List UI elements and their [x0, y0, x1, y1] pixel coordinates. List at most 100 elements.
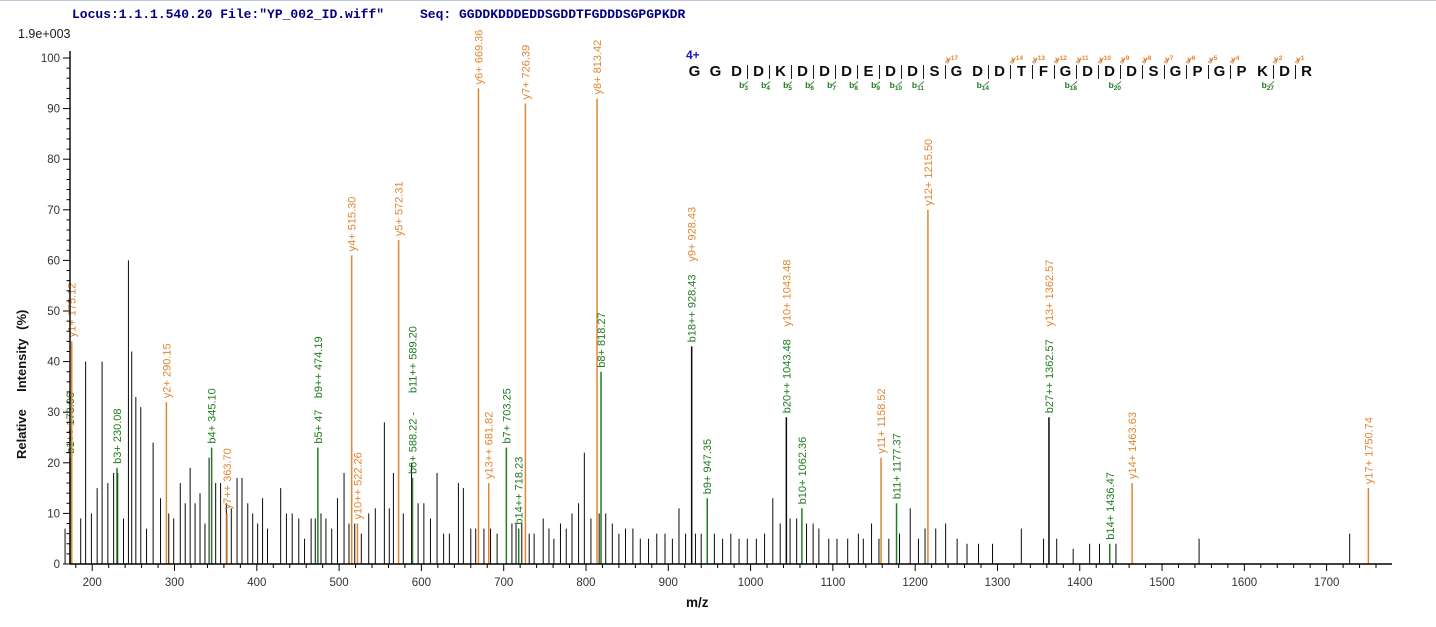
- y-axis-tick-label: 30: [47, 407, 60, 419]
- peak-label: y7+ 726.39: [520, 45, 532, 100]
- x-axis-tick-label: 1100: [821, 577, 846, 589]
- cleavage-divider: y17: [945, 55, 958, 79]
- residue-letter: R: [1301, 63, 1312, 80]
- peak-label: y10++ 522.26: [352, 452, 364, 519]
- residue-letter: G: [688, 63, 701, 80]
- residue-letter: E: [863, 63, 874, 80]
- cleavage-divider: b7: [827, 65, 836, 92]
- residue-letter: D: [731, 63, 742, 80]
- y-ion-number: 6: [1191, 55, 1196, 62]
- cleavage-divider: y8: [1142, 55, 1151, 79]
- peak-label: b3+ 230.08: [112, 408, 124, 463]
- cleavage-divider: y4: [1230, 55, 1239, 79]
- cleavage-divider: y1: [1295, 55, 1304, 79]
- y-axis-tick-label: 90: [47, 104, 60, 116]
- x-axis-tick-label: 500: [330, 577, 349, 589]
- residue-letter: D: [1279, 63, 1290, 80]
- x-axis-tick-label: 300: [165, 577, 184, 589]
- x-axis-tick-label: 1700: [1314, 577, 1340, 589]
- peak-label: b20++ 1043.48: [781, 339, 793, 413]
- peak-label: y13+ 1362.57: [1044, 260, 1056, 327]
- b-ion-number: 20: [1113, 85, 1121, 92]
- x-axis-tick-label: 600: [412, 577, 431, 589]
- y-ion-label: y8: [1143, 54, 1152, 64]
- b-ion-label: b6: [805, 80, 814, 93]
- y-ion-number: 8: [1147, 55, 1152, 62]
- residue-letter: K: [775, 63, 786, 80]
- residue-letter: T: [1016, 63, 1027, 80]
- y-axis-tick-label: 80: [47, 154, 60, 166]
- peak-label: b8+ 818.27: [596, 312, 608, 367]
- y-ion-number: 11: [1081, 55, 1089, 62]
- peak-label: b11++ 589.20: [408, 326, 420, 393]
- b-ion-label: b7: [827, 80, 836, 93]
- y-ion-label: y13: [1033, 54, 1045, 64]
- cleavage-divider: y7: [1164, 55, 1173, 79]
- peak-label: y4+ 515.30: [347, 197, 359, 252]
- x-axis-tick-label: 1300: [985, 577, 1011, 589]
- peak-label: y6+ 669.36: [473, 30, 485, 85]
- cleavage-divider: y11 b18: [1065, 55, 1089, 93]
- b-ion-number: 11: [917, 85, 924, 92]
- peak-label: b14+ 1436.47: [1105, 472, 1117, 540]
- residue-letter: D: [1126, 63, 1137, 80]
- peak-label: y17+ 1750.74: [1363, 417, 1375, 484]
- cleavage-divider: y13: [1032, 55, 1045, 79]
- y-axis-tick-label: 50: [47, 306, 60, 318]
- y-ion-label: y10: [1099, 54, 1111, 64]
- peak-label: y12+ 1215.50: [923, 139, 935, 206]
- y-ion-number: 13: [1037, 55, 1045, 62]
- y-ion-label: y12: [1055, 54, 1067, 64]
- b-ion-label: b18: [1064, 80, 1077, 93]
- y-ion-label: y11: [1077, 54, 1089, 64]
- y-axis-tick-label: 100: [41, 53, 60, 65]
- sequence-text: Seq: GGDDKDDDEDDSGDDTFGDDDSGPGPKDR: [420, 7, 686, 22]
- b-ion-number: 5: [788, 85, 792, 92]
- residue-letter: D: [797, 63, 808, 80]
- residue-letter: D: [994, 63, 1005, 80]
- residue-letter: D: [907, 63, 918, 80]
- peak-label: b10+ 1062.36: [797, 437, 809, 505]
- cleavage-divider: b4: [761, 65, 770, 92]
- peak-label: b5+ 47: [313, 410, 325, 444]
- cleavage-divider: y2 b27: [1262, 55, 1283, 93]
- peak-label: y7++ 363.70: [222, 448, 234, 509]
- cleavage-divider: y6: [1186, 55, 1195, 79]
- y-ion-label: y2: [1274, 54, 1283, 64]
- y-ion-label: y9: [1121, 54, 1130, 64]
- x-axis-tick-label: 700: [494, 577, 513, 589]
- y-ion-number: 2: [1278, 55, 1283, 62]
- residue-letter: G: [1213, 63, 1226, 80]
- residue-letter: D: [841, 63, 852, 80]
- b-ion-number: 10: [894, 85, 902, 92]
- y-ion-number: 9: [1125, 55, 1130, 62]
- y-ion-number: 5: [1213, 55, 1218, 62]
- y-ion-number: 12: [1059, 55, 1067, 62]
- cleavage-divider: y10: [1098, 55, 1111, 79]
- peak-label: y9+ 928.43: [687, 207, 699, 262]
- y-ion-label: y17: [946, 54, 958, 64]
- cleavage-divider: b14: [977, 65, 989, 92]
- b-ion-label: b4: [761, 80, 770, 93]
- b-ion-number: 9: [876, 85, 880, 92]
- x-axis-tick-label: 900: [659, 577, 678, 589]
- peak-label: b14++ 718.23: [514, 457, 526, 525]
- y-ion-label: y5: [1209, 54, 1218, 64]
- precursor-charge-label: 4+: [686, 48, 700, 62]
- cleavage-divider: b5: [783, 65, 792, 92]
- peak-label: b6+ 588.22 -: [408, 412, 420, 474]
- x-axis-tick-label: 400: [247, 577, 266, 589]
- b-ion-label: b10: [889, 80, 902, 93]
- residue-letter: F: [1038, 63, 1049, 80]
- cleavage-divider: y5: [1208, 55, 1217, 79]
- b-ion-label: b5: [783, 80, 792, 93]
- b-ion-label: b9: [871, 80, 880, 93]
- b-ion-number: 4: [766, 85, 770, 92]
- peak-label: y11+ 1158.52: [876, 388, 888, 453]
- y-ion-number: 14: [1015, 55, 1023, 62]
- x-axis-tick-label: 800: [576, 577, 595, 589]
- x-axis-tick-label: 200: [83, 577, 102, 589]
- residue-letter: D: [1104, 63, 1115, 80]
